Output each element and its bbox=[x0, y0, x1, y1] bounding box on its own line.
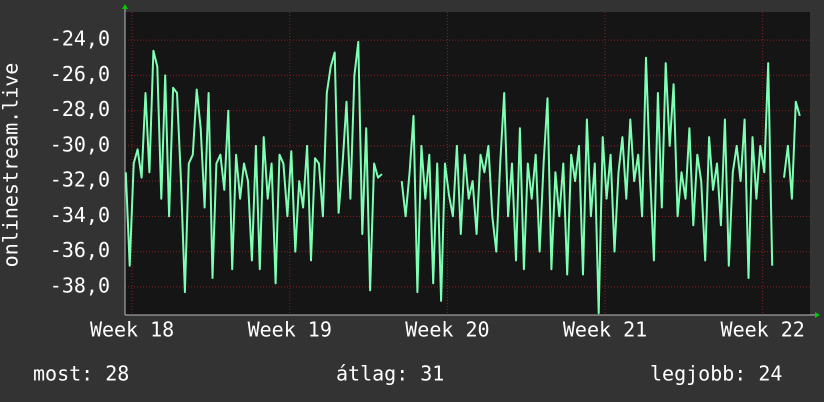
x-tick-label: Week 18 bbox=[90, 318, 174, 342]
y-tick-label: -26,0 bbox=[50, 62, 110, 86]
stat-label: most: bbox=[33, 362, 93, 386]
y-tick-label: -24,0 bbox=[50, 27, 110, 51]
x-tick-label: Week 20 bbox=[405, 318, 489, 342]
y-tick-label: -30,0 bbox=[50, 132, 110, 156]
axis-arrow bbox=[815, 312, 820, 318]
x-tick-label: Week 19 bbox=[248, 318, 332, 342]
x-tick-label: Week 22 bbox=[721, 318, 805, 342]
y-axis-label: onlinestream.live bbox=[0, 63, 23, 268]
stat-label: átlag: bbox=[336, 362, 408, 386]
y-tick-label: -34,0 bbox=[50, 203, 110, 227]
data-line bbox=[124, 40, 801, 315]
y-tick-label: -28,0 bbox=[50, 97, 110, 121]
stat-value: 24 bbox=[758, 362, 782, 386]
axis-arrow bbox=[122, 4, 128, 9]
stat-value: 31 bbox=[420, 362, 444, 386]
y-tick-label: -38,0 bbox=[50, 273, 110, 297]
y-tick-label: -36,0 bbox=[50, 238, 110, 262]
y-tick-label: -32,0 bbox=[50, 168, 110, 192]
stat-label: legjobb: bbox=[650, 362, 746, 386]
x-tick-label: Week 21 bbox=[563, 318, 647, 342]
plot-area bbox=[125, 12, 810, 315]
stat-value: 28 bbox=[105, 362, 129, 386]
